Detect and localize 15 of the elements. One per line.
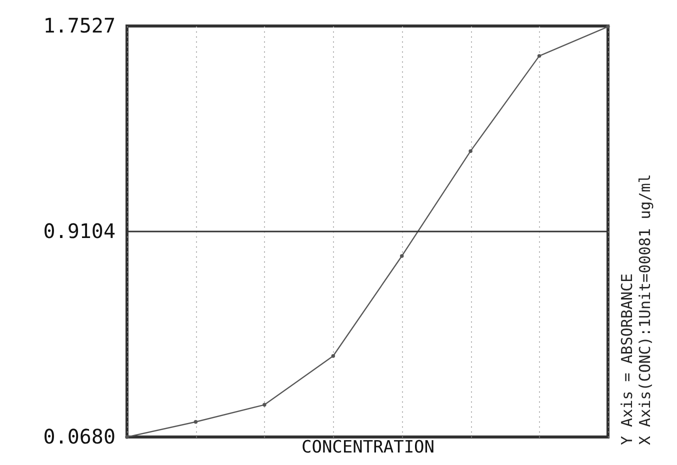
y-tick-label: 0.9104 [43, 218, 116, 243]
point [400, 254, 404, 258]
point [537, 54, 542, 58]
point [468, 149, 472, 153]
point [194, 420, 198, 424]
point [331, 354, 336, 358]
point [606, 24, 610, 29]
line-series [125, 24, 610, 439]
y-tick-label: 1.7527 [43, 14, 116, 38]
point [262, 402, 266, 407]
y-tick-label: 0.0680 [43, 424, 116, 448]
point [125, 435, 129, 439]
text: Y Axis = ABSORBANCE [618, 272, 636, 445]
x-axis-title: CONCENTRATION [301, 438, 435, 458]
text: X Axis(CONC):1Unit=00081 ug/ml [636, 173, 654, 445]
